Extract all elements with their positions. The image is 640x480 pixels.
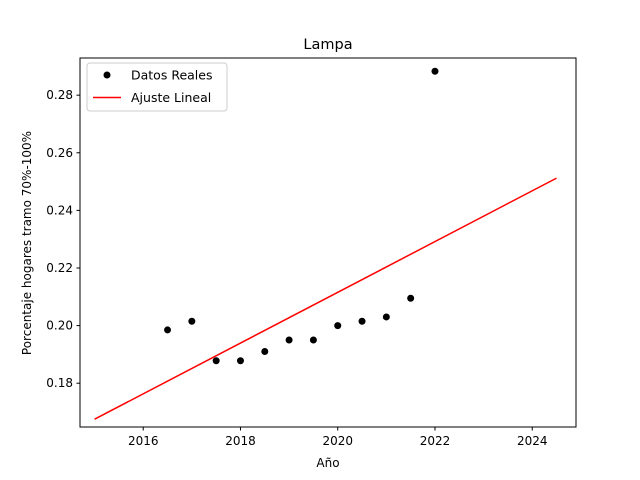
legend-label-ajuste-lineal: Ajuste Lineal	[131, 90, 211, 105]
data-point-10	[382, 313, 390, 321]
data-point-3	[212, 357, 220, 365]
legend-label-datos-reales: Datos Reales	[131, 68, 212, 83]
axes-frame	[79, 57, 577, 428]
y-tick-label-0.20: 0.20	[46, 319, 73, 333]
data-point-5	[261, 348, 269, 356]
data-point-2	[188, 317, 196, 325]
legend-frame	[86, 62, 228, 112]
data-point-6	[285, 336, 293, 344]
data-point-7	[309, 336, 317, 344]
x-tick-label-2018: 2018	[225, 434, 256, 448]
chart-title: Lampa	[303, 37, 352, 53]
plot-area: 2016 2018 2020 2022 2024 0.18 0.20 0.22 0.24 0.26…	[46, 57, 577, 448]
x-tick-label-2020: 2020	[322, 434, 353, 448]
data-point-1	[164, 326, 172, 334]
legend-marker-datos-reales	[103, 71, 111, 79]
y-tick-label-0.24: 0.24	[46, 203, 73, 217]
y-tick-label-0.28: 0.28	[46, 88, 73, 102]
x-tick-label-2024: 2024	[517, 434, 548, 448]
data-point-8	[334, 322, 342, 330]
legend: Datos Reales Ajuste Lineal	[86, 62, 228, 112]
y-tick-label-0.26: 0.26	[46, 146, 73, 160]
y-tick-label-0.22: 0.22	[46, 261, 73, 275]
data-point-11	[407, 294, 415, 302]
data-point-4	[236, 357, 244, 365]
fit-line	[94, 177, 557, 420]
x-tick-label-2022: 2022	[420, 434, 451, 448]
data-point-12	[431, 67, 439, 75]
data-point-9	[358, 317, 366, 325]
y-axis-label: Porcentaje hogares tramo 70%-100%	[20, 131, 34, 355]
x-tick-label-2016: 2016	[128, 434, 159, 448]
x-axis-label: Año	[316, 456, 339, 470]
y-tick-label-0.18: 0.18	[46, 376, 73, 390]
